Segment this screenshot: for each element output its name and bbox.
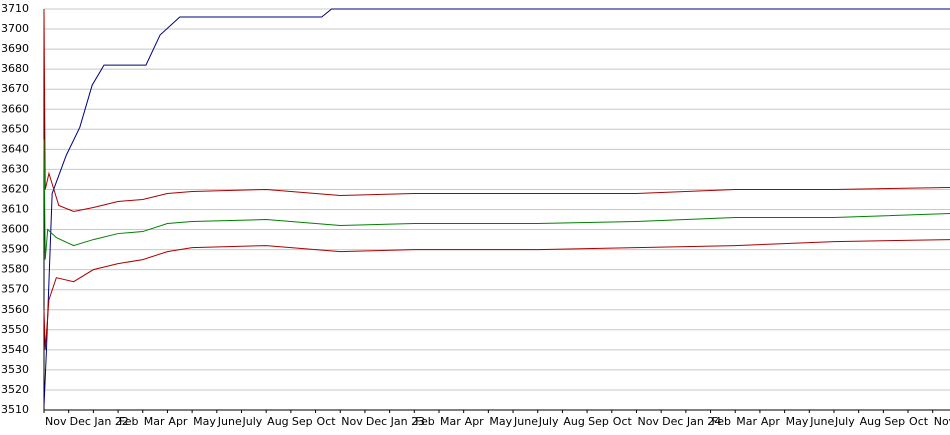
y-tick-label: 3510 [1,403,29,416]
x-tick-label: Nov [45,415,67,428]
x-tick-label: Feb [415,415,434,428]
y-tick-label: 3630 [1,162,29,175]
y-tick-label: 3710 [1,2,29,15]
x-tick-label: Apr [761,415,781,428]
x-tick-label: May [489,415,512,428]
x-tick-label: Aug [267,415,288,428]
x-tick-label: July [834,415,855,428]
x-tick-label: Mar [736,415,757,428]
y-tick-label: 3610 [1,203,29,216]
x-tick-label: Feb [119,415,138,428]
x-tick-label: Apr [168,415,188,428]
x-tick-label: July [241,415,262,428]
y-tick-label: 3600 [1,223,29,236]
x-tick-label: Oct [909,415,929,428]
series-line [43,8,950,213]
x-tick-label: Aug [563,415,584,428]
y-tick-label: 3660 [1,102,29,115]
series-line [43,239,950,350]
x-tick-label: Nov [637,415,659,428]
y-tick-label: 3540 [1,343,29,356]
y-tick-label: 3640 [1,142,29,155]
x-tick-label: Sep [884,415,905,428]
series-line [43,8,950,407]
x-tick-label: Aug [860,415,881,428]
x-tick-label: Mar [440,415,461,428]
x-tick-label: Oct [613,415,633,428]
y-tick-label: 3680 [1,62,29,75]
x-tick-label: Jan 22 [93,415,128,428]
x-tick-label: Dec [662,415,683,428]
x-tick-label: June [513,415,538,428]
series-line [43,139,950,260]
x-tick-label: Feb [712,415,731,428]
x-tick-label: Mar [144,415,165,428]
y-tick-label: 3590 [1,243,29,256]
y-tick-label: 3570 [1,283,29,296]
x-tick-label: Jan 24 [686,415,721,428]
y-tick-label: 3670 [1,82,29,95]
y-tick-label: 3650 [1,122,29,135]
y-tick-label: 3560 [1,303,29,316]
x-tick-label: Jan 23 [390,415,425,428]
x-tick-label: Sep [588,415,609,428]
y-tick-label: 3580 [1,263,29,276]
y-tick-label: 3550 [1,323,29,336]
y-tick-label: 3520 [1,383,29,396]
x-tick-label: Dec [70,415,91,428]
y-tick-label: 3620 [1,182,29,195]
x-tick-label: Oct [317,415,337,428]
x-tick-label: May [193,415,216,428]
x-tick-label: June [217,415,242,428]
x-tick-label: Nov [341,415,363,428]
x-tick-label: July [538,415,559,428]
y-tick-label: 3530 [1,363,29,376]
x-tick-label: May [786,415,809,428]
x-tick-label: Nov [934,415,950,428]
x-tick-label: Apr [465,415,485,428]
y-tick-label: 3700 [1,22,29,35]
y-tick-label: 3690 [1,42,29,55]
x-tick-label: June [809,415,834,428]
x-tick-label: Dec [366,415,387,428]
x-tick-label: Sep [292,415,313,428]
